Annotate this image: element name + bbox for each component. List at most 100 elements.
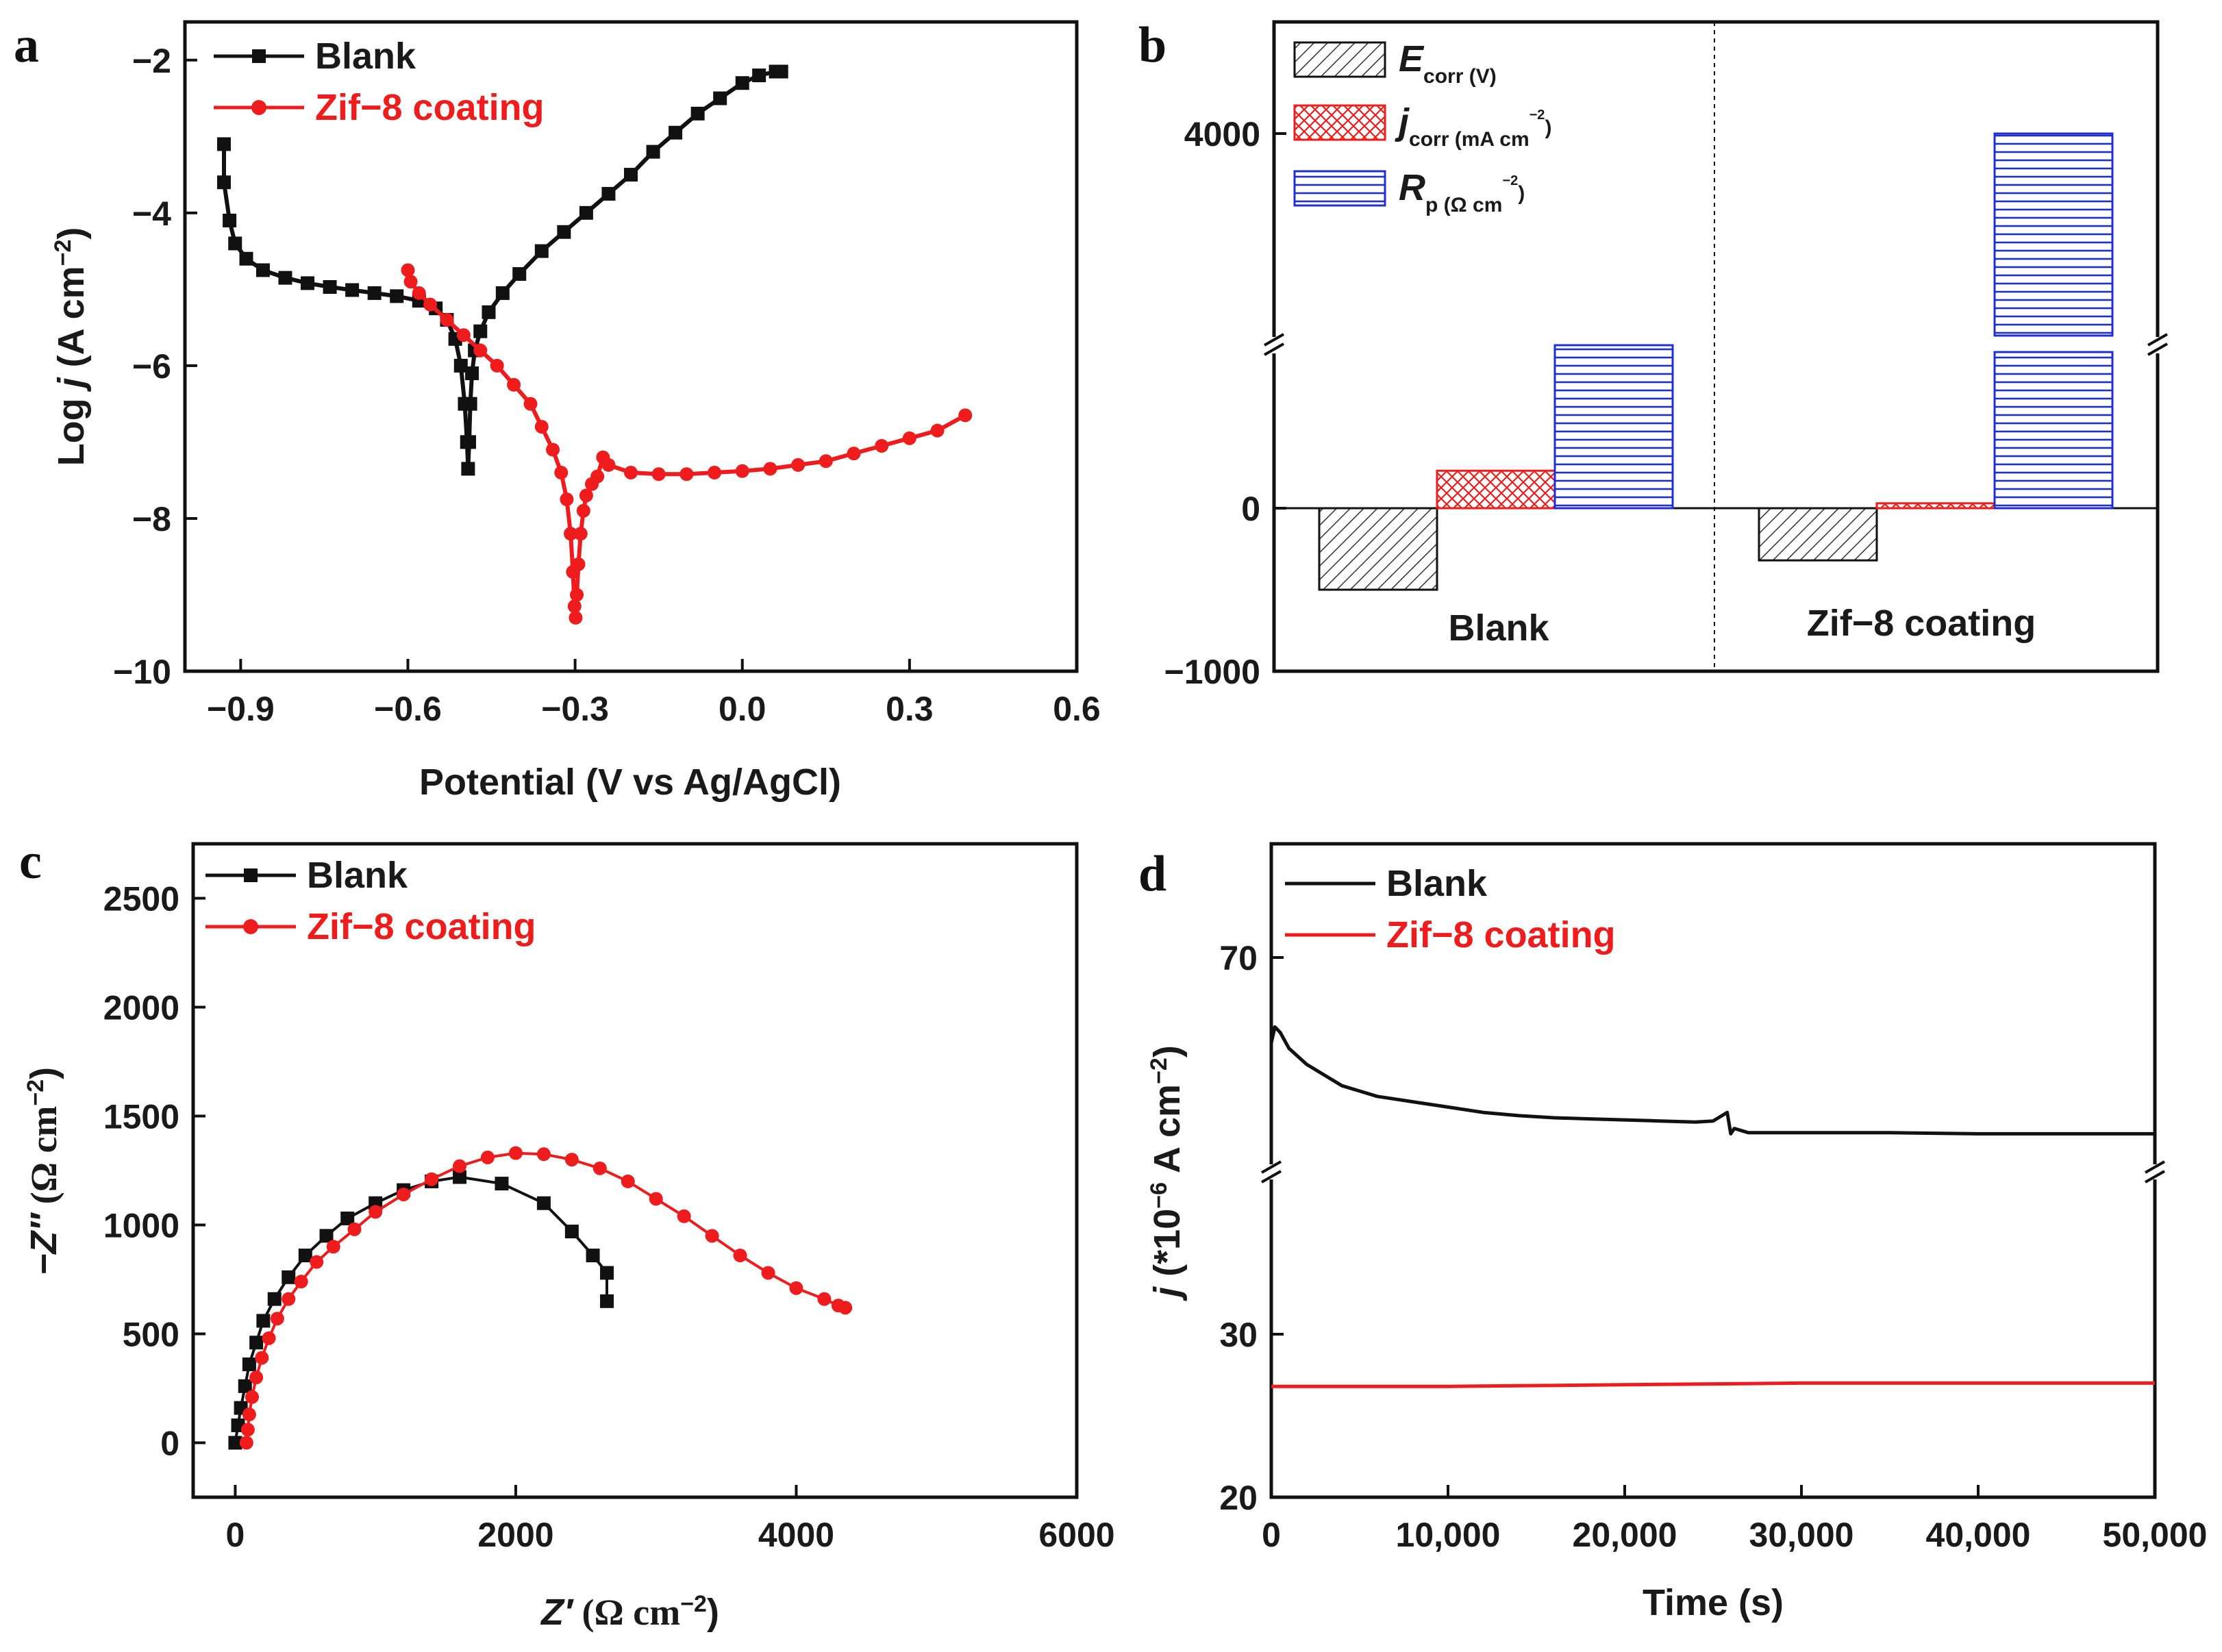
panel-d-ylabel-exp: −6 bbox=[1146, 1182, 1172, 1209]
panel-a-point-1-0 bbox=[401, 263, 415, 277]
panel-b-category-zif8: Zif−8 coating bbox=[1807, 603, 2036, 644]
legend-swatch-ecorr bbox=[1293, 41, 1386, 78]
panel-c-xlabel-var: Z′ bbox=[540, 1592, 574, 1633]
panel-b-break-mark-left-2 bbox=[1264, 342, 1284, 356]
panel-c-point-1-26 bbox=[733, 1249, 747, 1263]
panel-c-ytick-label-0: 0 bbox=[160, 1425, 179, 1463]
panel-b-legend: Ecorr (V) jcorr (mA cm−2) Rp (Ω cm−2) bbox=[1293, 38, 1551, 216]
panel-a-point-0-26 bbox=[495, 286, 510, 300]
panel-a-ylabel-close: ) bbox=[51, 227, 92, 240]
legend-rp-sub-exp: −2 bbox=[1502, 173, 1518, 188]
panel-a-point-1-7 bbox=[490, 358, 504, 373]
panel-c-point-1-8 bbox=[282, 1292, 296, 1306]
legend-swatch-jcorr bbox=[1293, 104, 1386, 141]
panel-d-xtick-label-2: 20,000 bbox=[1573, 1516, 1677, 1554]
panel-c-ytick-label-3: 1500 bbox=[103, 1098, 179, 1136]
panel-a-point-1-13 bbox=[560, 492, 574, 507]
panel-c-point-0-9 bbox=[298, 1249, 312, 1263]
legend-ecorr-sub: corr (V) bbox=[1423, 65, 1497, 88]
panel-c-legend-marker-1 bbox=[243, 919, 258, 934]
panel-a-point-0-1 bbox=[216, 175, 231, 190]
panel-a-point-0-22 bbox=[465, 366, 479, 381]
panel-a-point-1-27 bbox=[624, 466, 638, 480]
panel-b-bar-0-1 bbox=[1758, 507, 1878, 562]
panel-a-point-0-4 bbox=[239, 251, 253, 266]
panel-c-point-1-21 bbox=[592, 1161, 607, 1175]
panel-a-point-0-21 bbox=[463, 397, 477, 411]
panel-c-point-0-11 bbox=[340, 1211, 355, 1225]
panel-c-point-1-15 bbox=[425, 1172, 439, 1186]
panel-c-point-1-24 bbox=[677, 1209, 691, 1223]
panel-b-ytick-label-2: 4000 bbox=[1184, 115, 1260, 153]
panel-c-point-1-31 bbox=[838, 1301, 853, 1315]
panel-c-point-0-5 bbox=[249, 1336, 264, 1350]
panel-a-point-1-1 bbox=[403, 275, 418, 289]
panel-c-point-1-4 bbox=[249, 1371, 264, 1385]
panel-d-xtick-label-3: 30,000 bbox=[1749, 1516, 1854, 1554]
panel-c-point-0-21 bbox=[600, 1294, 614, 1308]
panel-c: 0 2000 4000 6000 0 500 1000 1500 2000 2500 Blank Zi… bbox=[103, 855, 1115, 1554]
panel-d-break-mark-right-1 bbox=[2145, 1160, 2165, 1174]
panel-a-ytick-label-3: −8 bbox=[132, 500, 171, 538]
panel-a-ytick-label-0: −2 bbox=[132, 42, 171, 80]
panel-c-point-1-28 bbox=[789, 1281, 803, 1295]
panel-c-point-0-15 bbox=[453, 1170, 467, 1184]
panel-a-point-0-40 bbox=[774, 64, 788, 79]
panel-a-point-0-3 bbox=[228, 236, 242, 251]
panel-a-point-1-38 bbox=[930, 423, 945, 438]
panel-a-legend-label-0: Blank bbox=[315, 36, 416, 77]
panel-a-ylabel-prefix: Log bbox=[51, 388, 92, 466]
panel-a-point-0-36 bbox=[713, 91, 727, 105]
panel-a-legend-marker-0 bbox=[252, 49, 266, 63]
panel-c-xlabel-unit: (Ω cm bbox=[573, 1592, 680, 1633]
panel-c-point-0-7 bbox=[267, 1292, 282, 1306]
panel-b-category-blank: Blank bbox=[1448, 608, 1549, 649]
panel-c-point-1-1 bbox=[240, 1423, 255, 1437]
panel-a-point-0-27 bbox=[512, 267, 527, 281]
panel-d-series-line-1 bbox=[1271, 1381, 2155, 1388]
panel-c-point-1-19 bbox=[536, 1147, 551, 1162]
panel-a-point-0-20 bbox=[462, 435, 477, 449]
panel-b-break-mark-left-1 bbox=[1264, 333, 1284, 347]
panel-c-legend-marker-0 bbox=[244, 868, 258, 882]
panel-a-point-0-38 bbox=[752, 68, 766, 83]
panel-c-point-1-2 bbox=[242, 1407, 256, 1422]
panel-d-ylabel-close: ) bbox=[1147, 1045, 1188, 1057]
panel-a-point-1-37 bbox=[902, 431, 916, 445]
panel-a-point-0-16 bbox=[453, 358, 468, 373]
panel-c-point-0-16 bbox=[495, 1177, 509, 1191]
legend-jcorr-sub-close: ) bbox=[1545, 116, 1551, 139]
panel-d-xtick-label-4: 40,000 bbox=[1926, 1516, 2031, 1554]
panel-d-xtick-label-1: 10,000 bbox=[1396, 1516, 1501, 1554]
panel-c-xtick-label-1: 2000 bbox=[477, 1516, 553, 1554]
panel-c-ytick-label-4: 2000 bbox=[103, 989, 179, 1027]
panel-a-point-0-2 bbox=[223, 213, 237, 227]
panel-a-point-0-6 bbox=[278, 271, 292, 285]
panel-d-break-mark-right-2 bbox=[2145, 1170, 2165, 1184]
panel-a-ylabel-unit: (A cm bbox=[51, 266, 92, 377]
panel-a-xtick-label-2: −0.3 bbox=[541, 690, 609, 728]
panel-c-ytick-label-5: 2500 bbox=[103, 880, 179, 918]
panel-a-legend-marker-1 bbox=[251, 100, 266, 115]
panel-a-point-1-30 bbox=[708, 466, 722, 480]
panel-c-point-1-22 bbox=[621, 1174, 635, 1188]
panel-c-legend-label-0: Blank bbox=[307, 855, 408, 896]
panel-c-point-0-20 bbox=[600, 1266, 614, 1280]
panel-d-ylabel-unit: (*10 bbox=[1147, 1209, 1188, 1287]
panel-a-ytick-label-1: −4 bbox=[132, 195, 171, 233]
panel-c-point-1-9 bbox=[294, 1275, 308, 1289]
legend-ecorr-sym: E bbox=[1399, 38, 1425, 79]
panel-b-ytick-label-0: −1000 bbox=[1164, 653, 1260, 691]
legend-label-rp: Rp (Ω cm−2) bbox=[1399, 167, 1525, 216]
panel-d-xtick-label-0: 0 bbox=[1262, 1516, 1281, 1554]
panel-c-point-0-10 bbox=[319, 1229, 334, 1243]
panel-a-point-1-17 bbox=[569, 610, 583, 625]
panel-c-point-1-0 bbox=[239, 1436, 253, 1450]
panel-c-point-0-19 bbox=[586, 1249, 600, 1263]
panel-c-point-1-12 bbox=[347, 1222, 362, 1236]
panel-d-legend-label-0: Blank bbox=[1386, 863, 1488, 904]
panel-a-point-0-33 bbox=[646, 145, 660, 159]
panel-c-legend-label-1: Zif−8 coating bbox=[307, 906, 536, 947]
panel-c-ylabel-exp: −2 bbox=[23, 1079, 49, 1106]
panel-d-break-gap-right bbox=[2144, 1164, 2166, 1179]
